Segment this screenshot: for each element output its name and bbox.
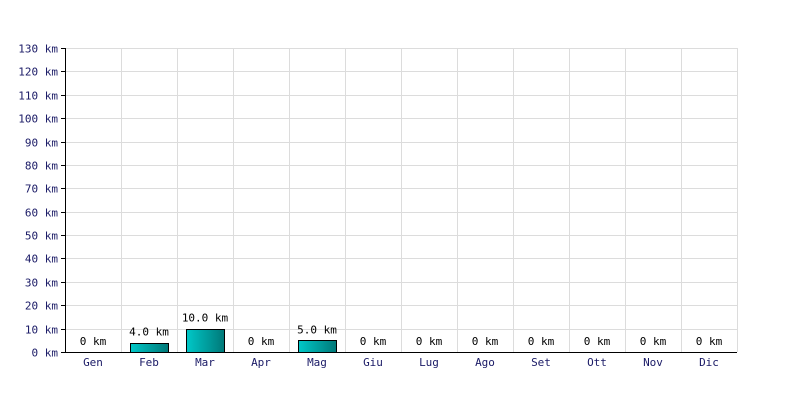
data-label-ago: 0 km: [472, 335, 499, 348]
x-tick-label-mar: Mar: [195, 356, 215, 369]
y-tick-label: 20 km: [25, 300, 58, 313]
y-tick-label: 10 km: [25, 324, 58, 337]
data-label-lug: 0 km: [416, 335, 443, 348]
y-tick-label: 70 km: [25, 183, 58, 196]
x-axis-ticks: Gen Feb Mar Apr Mag Giu Lug Ago Set Ott Nov Dic: [83, 356, 719, 369]
data-label-giu: 0 km: [360, 335, 387, 348]
y-tick-label: 50 km: [25, 230, 58, 243]
x-tick-label-giu: Giu: [363, 356, 383, 369]
data-label-gen: 0 km: [80, 335, 107, 348]
y-tick-label: 130 km: [18, 43, 58, 56]
data-label-mag: 5.0 km: [297, 323, 337, 336]
bar-feb: [130, 343, 169, 353]
y-tick-label: 110 km: [18, 90, 58, 103]
x-tick-label-dic: Dic: [699, 356, 719, 369]
x-tick-label-feb: Feb: [139, 356, 159, 369]
data-label-ott: 0 km: [584, 335, 611, 348]
data-label-dic: 0 km: [696, 335, 723, 348]
y-axis-ticks: 0 km 10 km 20 km 30 km 40 km 50 km 60 km 70 km 8…: [18, 43, 58, 360]
y-tick-label: 40 km: [25, 253, 58, 266]
y-tick-label: 90 km: [25, 137, 58, 150]
data-label-feb: 4.0 km: [129, 326, 169, 339]
x-tick-label-apr: Apr: [251, 356, 271, 369]
grid: [65, 48, 738, 352]
y-tick-label: 30 km: [25, 277, 58, 290]
bar-mag: [298, 340, 337, 353]
x-tick-label-ago: Ago: [475, 356, 495, 369]
data-label-mar: 10.0 km: [182, 312, 229, 325]
y-tick-label: 120 km: [18, 66, 58, 79]
axes: [61, 48, 737, 353]
x-tick-label-gen: Gen: [83, 356, 103, 369]
data-labels: 0 km 4.0 km 10.0 km 0 km 5.0 km 0 km 0 km 0 km 0…: [80, 312, 723, 348]
data-label-set: 0 km: [528, 335, 555, 348]
x-tick-label-nov: Nov: [643, 356, 663, 369]
x-tick-label-ott: Ott: [587, 356, 607, 369]
y-tick-label: 80 km: [25, 160, 58, 173]
x-tick-label-mag: Mag: [307, 356, 327, 369]
data-label-nov: 0 km: [640, 335, 667, 348]
bar-mar: [186, 329, 225, 353]
x-tick-label-set: Set: [531, 356, 551, 369]
y-tick-label: 0 km: [32, 347, 59, 360]
y-tick-label: 100 km: [18, 113, 58, 126]
data-label-apr: 0 km: [248, 335, 275, 348]
y-tick-label: 60 km: [25, 207, 58, 220]
x-tick-label-lug: Lug: [419, 356, 439, 369]
